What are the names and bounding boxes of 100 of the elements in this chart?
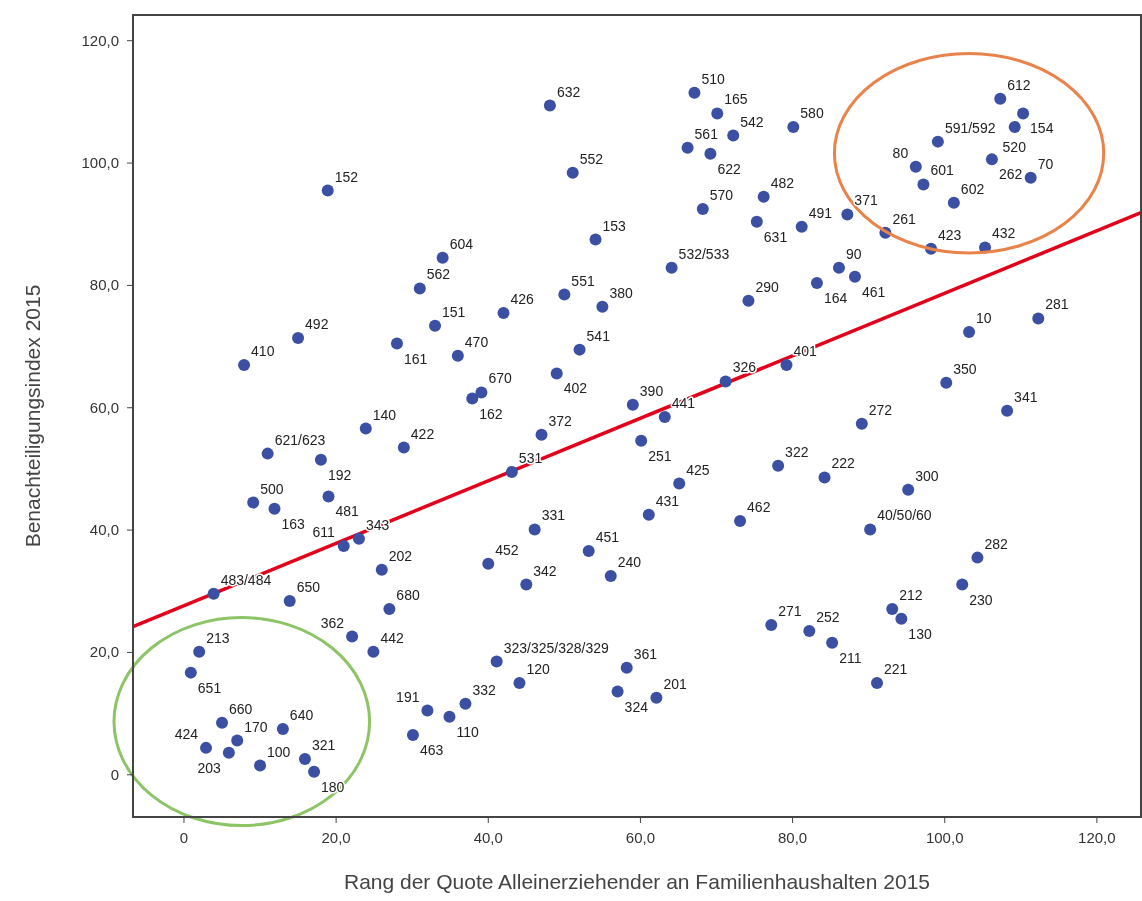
annotation: 631 bbox=[763, 228, 788, 245]
annotation: 281 bbox=[1045, 296, 1069, 313]
annotation: 491 bbox=[808, 204, 833, 221]
annotation: 452 bbox=[495, 541, 519, 558]
annotation: 290 bbox=[755, 278, 780, 295]
y-tick-label: 80,0 bbox=[89, 276, 119, 294]
annotation: 402 bbox=[563, 380, 588, 397]
annotation: 362 bbox=[320, 614, 345, 631]
annotation: 282 bbox=[984, 535, 1009, 552]
annotation: 611 bbox=[312, 524, 335, 540]
annotation: 230 bbox=[969, 591, 993, 608]
annotation: 326 bbox=[732, 359, 757, 376]
y-tick-label: 60,0 bbox=[89, 398, 119, 416]
annotation: 680 bbox=[396, 587, 420, 604]
annotation: 152 bbox=[334, 168, 359, 185]
annotation: 211 bbox=[839, 649, 862, 666]
annotation: 422 bbox=[410, 425, 435, 442]
annotation: 192 bbox=[327, 466, 352, 483]
annotation: 323/325/328/329 bbox=[503, 639, 609, 656]
annotation: 162 bbox=[479, 405, 503, 422]
annotation: 650 bbox=[296, 579, 321, 596]
annotation: 510 bbox=[701, 70, 726, 87]
annotation: 640 bbox=[289, 706, 314, 723]
annotation: 161 bbox=[403, 350, 428, 367]
annotation: 361 bbox=[633, 645, 658, 662]
y-tick-label: 100,0 bbox=[81, 154, 119, 172]
y-tick-label: 20,0 bbox=[89, 643, 119, 661]
x-tick-label: 80,0 bbox=[777, 829, 808, 846]
annotation: 153 bbox=[602, 217, 627, 234]
annotation: 561 bbox=[694, 125, 719, 142]
annotation: 10 bbox=[976, 309, 992, 326]
y-tick-label: 0 bbox=[110, 765, 119, 783]
annotation: 350 bbox=[953, 360, 977, 377]
annotation: 551 bbox=[571, 272, 595, 289]
annotation: 632 bbox=[556, 83, 581, 100]
annotation: 191 bbox=[396, 688, 420, 705]
annotation: 541 bbox=[586, 327, 611, 344]
annotation: 80 bbox=[892, 144, 909, 161]
annotation: 492 bbox=[305, 316, 329, 332]
annotation: 591/592 bbox=[944, 119, 996, 136]
annotation: 261 bbox=[892, 210, 916, 227]
annotation: 621/623 bbox=[274, 431, 326, 448]
annotation: 40/50/60 bbox=[877, 507, 932, 524]
annotation: 163 bbox=[281, 515, 306, 532]
annotation: 321 bbox=[311, 736, 336, 753]
annotation: 482 bbox=[770, 174, 795, 191]
annotation: 670 bbox=[488, 370, 512, 387]
annotation: 151 bbox=[442, 303, 466, 320]
annotation: 622 bbox=[717, 160, 741, 177]
annotation: 426 bbox=[510, 290, 535, 307]
x-tick-label: 0 bbox=[179, 829, 189, 846]
annotation: 612 bbox=[1007, 76, 1031, 93]
annotation: 212 bbox=[899, 587, 923, 604]
annotation: 341 bbox=[1014, 388, 1038, 405]
annotation: 262 bbox=[998, 166, 1023, 183]
annotation: 463 bbox=[419, 742, 444, 759]
annotation: 542 bbox=[740, 113, 764, 130]
y-tick-label: 120,0 bbox=[81, 31, 119, 49]
annotation: 201 bbox=[663, 675, 687, 692]
annotation: 562 bbox=[426, 266, 451, 283]
annotation: 380 bbox=[609, 284, 633, 301]
annotation: 462 bbox=[747, 498, 771, 515]
annotation: 500 bbox=[260, 480, 284, 497]
annotation: 371 bbox=[854, 192, 878, 209]
annotation: 481 bbox=[335, 503, 360, 520]
annotation: 154 bbox=[1030, 120, 1054, 137]
annotation: 423 bbox=[938, 226, 962, 243]
annotation: 140 bbox=[372, 406, 397, 423]
annotation: 221 bbox=[884, 661, 908, 678]
annotation: 300 bbox=[915, 467, 939, 484]
annotation: 331 bbox=[541, 507, 566, 524]
annotation: 651 bbox=[197, 679, 222, 696]
annotation: 272 bbox=[868, 401, 893, 418]
annotation: 570 bbox=[709, 186, 734, 203]
annotation: 342 bbox=[533, 562, 557, 579]
annotation: 431 bbox=[655, 492, 680, 509]
annotation: 251 bbox=[648, 447, 672, 464]
annotation: 410 bbox=[251, 342, 275, 359]
y-tick-label: 40,0 bbox=[89, 521, 119, 539]
annotation: 602 bbox=[960, 180, 985, 197]
annotation: 461 bbox=[861, 283, 886, 300]
annotation: 110 bbox=[456, 723, 480, 740]
y-axis-title: Benachteiligungsindex 2015 bbox=[21, 284, 44, 548]
x-tick-label: 100,0 bbox=[925, 829, 964, 846]
annotation: 222 bbox=[831, 455, 856, 472]
annotation: 532/533 bbox=[678, 245, 730, 262]
annotation: 372 bbox=[548, 412, 573, 429]
annotation: 213 bbox=[206, 629, 230, 646]
annotation: 660 bbox=[229, 700, 253, 717]
annotation: 164 bbox=[823, 289, 848, 306]
annotation: 240 bbox=[617, 553, 642, 570]
x-tick-label: 40,0 bbox=[473, 829, 503, 846]
annotation: 70 bbox=[1037, 155, 1054, 172]
annotation: 432 bbox=[992, 225, 1016, 242]
annotation: 130 bbox=[908, 625, 932, 642]
annotation: 332 bbox=[472, 681, 497, 698]
x-tick-label: 20,0 bbox=[321, 829, 351, 846]
annotation: 520 bbox=[1002, 138, 1027, 155]
annotation: 100 bbox=[267, 743, 291, 760]
annotation: 601 bbox=[930, 162, 954, 179]
